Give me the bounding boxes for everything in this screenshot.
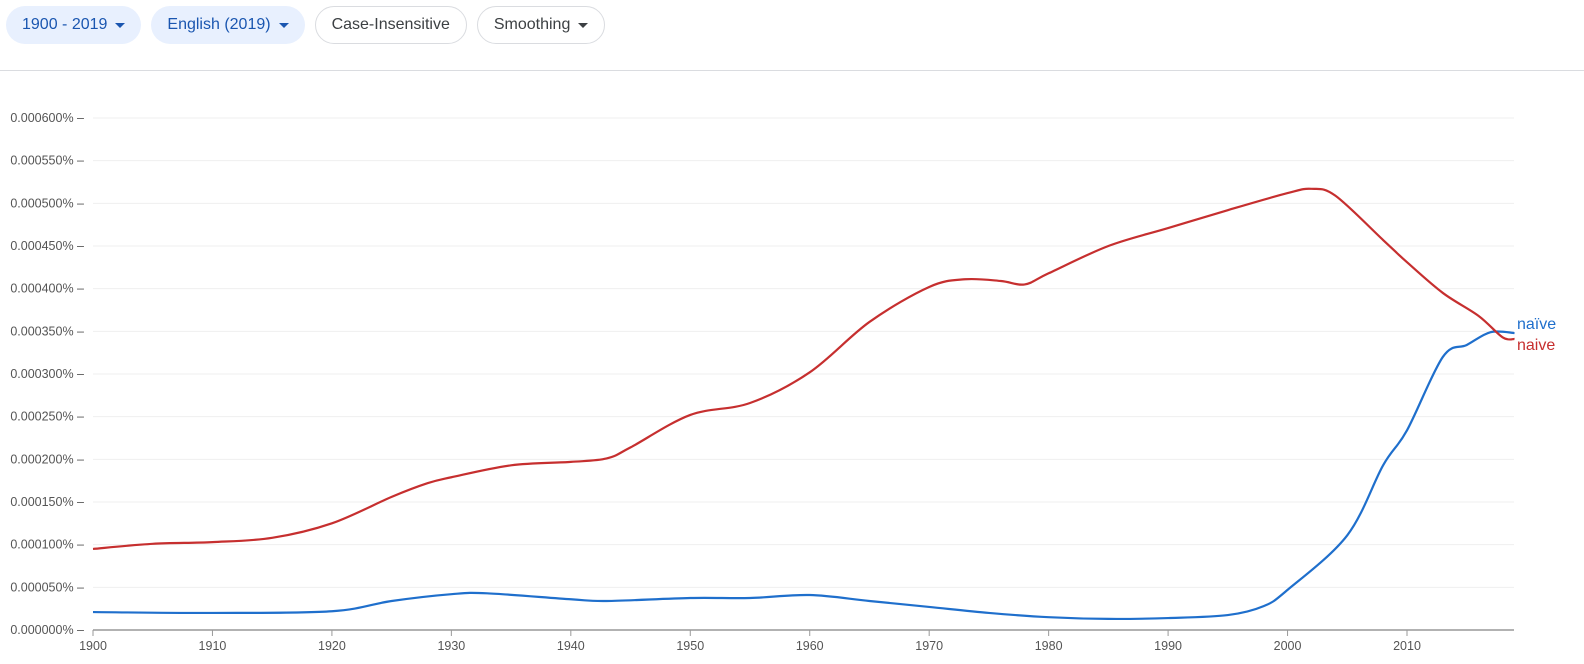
series-line-naïve xyxy=(92,330,1515,621)
corpus-label: English (2019) xyxy=(167,16,271,33)
x-tick-label: 1960 xyxy=(796,639,824,653)
y-tick-label: 0.000500% – xyxy=(10,196,84,210)
y-tick-label: 0.000000% – xyxy=(10,623,84,637)
caret-down-icon xyxy=(115,22,126,28)
caret-down-icon xyxy=(578,22,589,28)
y-tick-label: 0.000050% – xyxy=(10,580,84,594)
x-tick-label: 1910 xyxy=(199,639,227,653)
x-tick-label: 1950 xyxy=(676,639,704,653)
toolbar: 1900 - 2019 English (2019) Case-Insensit… xyxy=(6,6,606,44)
y-tick-label: 0.000550% – xyxy=(10,154,84,168)
x-tick-label: 2010 xyxy=(1393,639,1421,653)
y-tick-label: 0.000150% – xyxy=(10,495,84,509)
x-tick-label: 1920 xyxy=(318,639,346,653)
y-tick-label: 0.000600% – xyxy=(10,111,84,125)
x-tick-label: 1990 xyxy=(1154,639,1182,653)
x-tick-label: 1980 xyxy=(1035,639,1063,653)
x-tick-label: 1940 xyxy=(557,639,585,653)
year-range-label: 1900 - 2019 xyxy=(22,16,108,33)
y-tick-label: 0.000400% – xyxy=(10,282,84,296)
y-tick-label: 0.000250% – xyxy=(10,410,84,424)
corpus-dropdown[interactable]: English (2019) xyxy=(151,6,305,44)
caret-down-icon xyxy=(278,22,289,28)
toolbar-divider xyxy=(0,70,1584,71)
case-insensitive-toggle[interactable]: Case-Insensitive xyxy=(314,6,467,44)
y-tick-label: 0.000100% – xyxy=(10,538,84,552)
series-line-naive xyxy=(92,187,1515,551)
series-label: naive xyxy=(1517,337,1555,354)
y-tick-label: 0.000350% – xyxy=(10,324,84,338)
y-tick-label: 0.000300% – xyxy=(10,367,84,381)
y-tick-label: 0.000450% – xyxy=(10,239,84,253)
x-tick-label: 2000 xyxy=(1274,639,1302,653)
x-tick-label: 1900 xyxy=(79,639,107,653)
x-tick-label: 1930 xyxy=(437,639,465,653)
case-label: Case-Insensitive xyxy=(331,16,450,33)
year-range-dropdown[interactable]: 1900 - 2019 xyxy=(6,6,142,44)
x-tick-label: 1970 xyxy=(915,639,943,653)
smoothing-label: Smoothing xyxy=(493,16,571,33)
y-tick-label: 0.000200% – xyxy=(10,452,84,466)
series-label: naïve xyxy=(1517,316,1556,333)
smoothing-dropdown[interactable]: Smoothing xyxy=(476,6,606,44)
